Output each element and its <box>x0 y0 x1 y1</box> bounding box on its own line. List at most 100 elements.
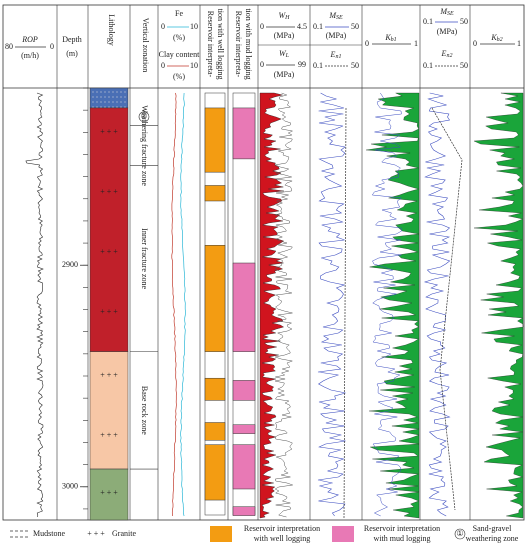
label: (%) <box>173 33 185 42</box>
zone-label: Base rock zone <box>140 386 149 435</box>
label: 0.1 <box>313 61 323 70</box>
label: 80 <box>5 42 13 51</box>
label: Reservoir interpretation <box>364 524 440 533</box>
granite-pattern: + + + <box>100 247 118 256</box>
symbol-label: MSE <box>328 11 343 22</box>
label: with mud logging <box>374 534 431 543</box>
label: 0 <box>161 22 165 31</box>
label: 50 <box>351 61 359 70</box>
label: Clay content <box>159 50 200 59</box>
label: 0 <box>50 42 54 51</box>
label: Fe <box>175 9 183 18</box>
reservoir-interval <box>204 377 226 401</box>
reservoir-interval <box>232 444 256 490</box>
wl-curve <box>274 92 294 518</box>
label: 10 <box>190 22 198 31</box>
label: Reservoir interpreta- <box>206 11 215 78</box>
symbol-label: WH <box>278 11 290 22</box>
label: ① <box>456 529 463 538</box>
label: 0 <box>473 39 477 48</box>
zone-label: Inner fracture zone <box>140 228 149 289</box>
label: ROP <box>21 35 38 44</box>
symbol-label: Kb1 <box>384 33 396 44</box>
label: (MPa) <box>274 31 295 40</box>
fe-curve <box>180 92 186 517</box>
label: (%) <box>173 72 185 81</box>
label: (m) <box>66 49 78 58</box>
reservoir-interval <box>204 444 226 501</box>
label: Vertical zonation <box>141 18 150 72</box>
symbol: W <box>279 49 287 58</box>
label: (MPa) <box>437 27 458 36</box>
granite-pattern: + + + <box>100 488 118 497</box>
subscript: L <box>285 53 290 59</box>
reservoir-interval <box>232 506 256 516</box>
label: Reservoir interpreta- <box>234 11 243 78</box>
en1-line <box>343 107 347 519</box>
lithology-unit <box>89 107 129 352</box>
mse2-curve <box>423 92 451 517</box>
label: weathering zone <box>466 534 519 543</box>
label: 0.1 <box>423 17 433 26</box>
symbol: E <box>330 50 336 59</box>
label: 50 <box>460 61 468 70</box>
reservoir-interval <box>232 107 256 160</box>
label: 4.5 <box>297 22 307 31</box>
symbol-label: MSE <box>439 7 454 18</box>
zone-circle <box>138 111 150 123</box>
label: Sand-gravel <box>473 524 512 533</box>
subscript: SE <box>447 11 454 17</box>
granite-pattern: + + + <box>100 307 118 316</box>
subscript: n2 <box>446 53 452 59</box>
zone-label: Weathering fracture zone <box>140 105 149 186</box>
label: 50 <box>460 17 468 26</box>
granite-pattern: + + + <box>100 370 118 379</box>
reservoir-interval <box>204 245 226 352</box>
granite-pattern: + + + <box>100 430 118 439</box>
zone-label: ① <box>140 112 147 121</box>
clay-curve <box>171 92 177 517</box>
label: Mudstone <box>33 529 65 538</box>
symbol: K <box>490 33 497 42</box>
label: 50 <box>351 22 359 31</box>
reservoir-interval <box>204 185 226 202</box>
label: 1 <box>517 39 521 48</box>
subscript: n1 <box>335 54 341 60</box>
lithology-unit <box>89 351 129 470</box>
label: tion with well logging <box>216 9 225 80</box>
label: (m/h) <box>21 51 39 60</box>
symbol-label: Kb2 <box>490 33 502 44</box>
granite-pattern: + + + <box>100 127 118 136</box>
subscript: b1 <box>391 37 397 43</box>
label: Lithology <box>107 14 116 46</box>
label: 0 <box>365 39 369 48</box>
symbol-label: WL <box>279 49 290 60</box>
label: Reservoir interpretation <box>244 524 320 533</box>
label: 10 <box>190 61 198 70</box>
legend-granite-icon: + + + <box>87 529 105 538</box>
symbol-label: En1 <box>330 50 342 61</box>
label: 99 <box>298 60 306 69</box>
lithology-unit <box>89 87 129 109</box>
symbol: M <box>439 7 448 16</box>
reservoir-interval <box>204 107 226 173</box>
granite-pattern: + + + <box>100 187 118 196</box>
subscript: H <box>284 15 290 21</box>
subscript: SE <box>336 15 343 21</box>
depth-tick-label: 2900 <box>62 260 78 269</box>
legend-mud <box>332 526 354 542</box>
label: 0 <box>260 22 264 31</box>
kb1-curve <box>371 92 403 517</box>
reservoir-interval <box>232 380 256 401</box>
label: 0.1 <box>423 61 433 70</box>
symbol-label: En2 <box>441 49 453 60</box>
depth-tick-label: 3000 <box>62 482 78 491</box>
rop-curve <box>25 92 44 518</box>
label: (MPa) <box>274 70 295 79</box>
subscript: b2 <box>497 37 503 43</box>
label: Granite <box>112 529 136 538</box>
label: 0.1 <box>313 22 323 31</box>
kb-area <box>366 92 420 519</box>
wh-area <box>259 92 285 519</box>
